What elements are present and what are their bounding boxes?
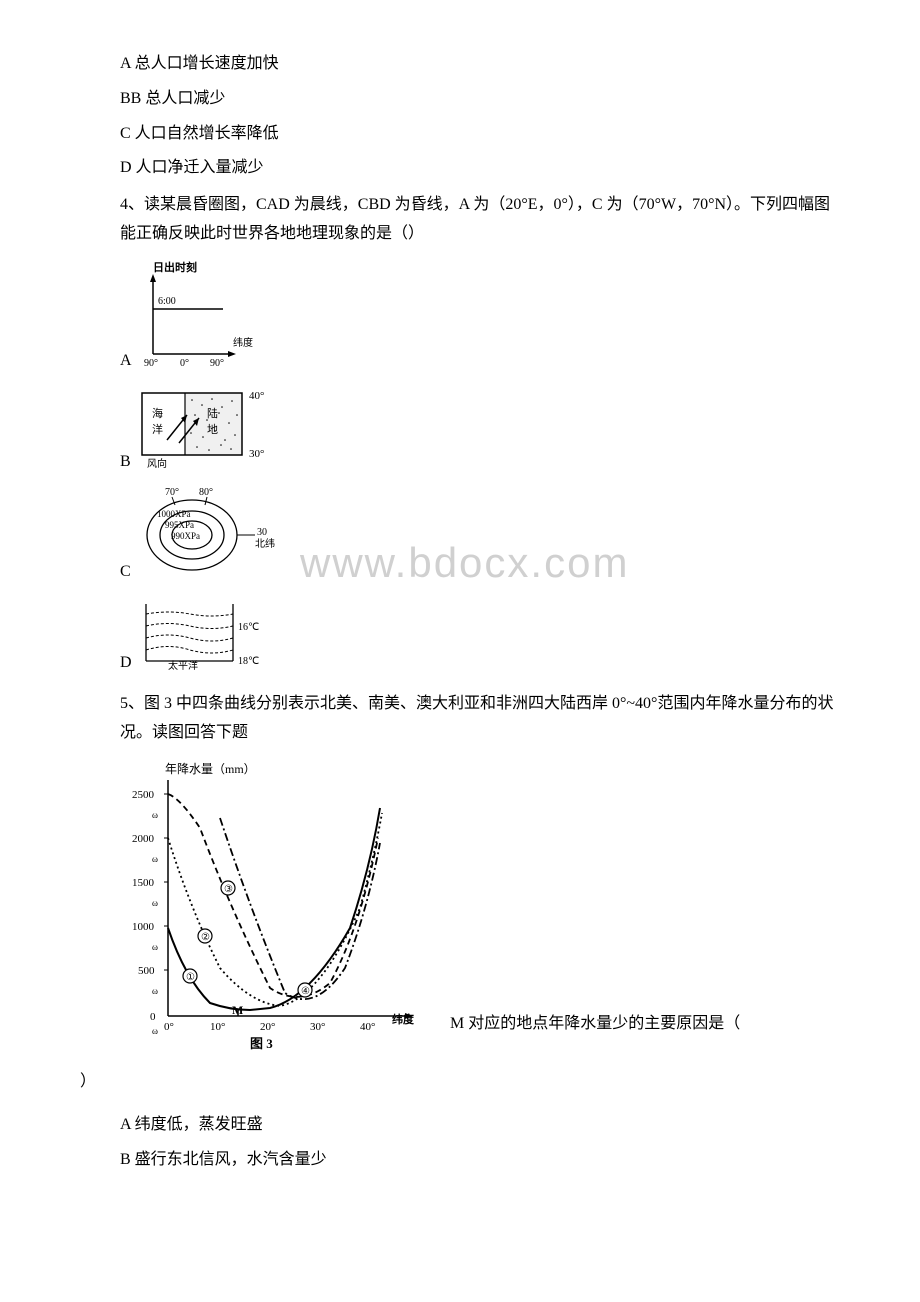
svg-text:北纬: 北纬 (255, 537, 275, 550)
svg-text:80°: 80° (199, 487, 213, 498)
svg-text:太平洋: 太平洋 (168, 659, 198, 671)
q3-option-b: BB 总人口减少 (120, 85, 840, 114)
svg-text:30: 30 (257, 527, 267, 538)
svg-text:40°: 40° (249, 390, 264, 402)
svg-text:500: 500 (138, 965, 155, 977)
q4-figure-b: 海 洋 陆 地 风向 40° 30° (137, 385, 282, 481)
svg-text:0°: 0° (164, 1021, 174, 1033)
q5-inline: M 对应的地点年降水量少的主要原因是（ (450, 1010, 740, 1069)
svg-text:风向: 风向 (147, 457, 167, 470)
q4-figure-a-row: A 日出时刻 6:00 纬度 90° 0° 90° (120, 259, 840, 380)
svg-text:30°: 30° (310, 1021, 325, 1033)
svg-text:纬度: 纬度 (392, 1012, 415, 1026)
svg-text:70°: 70° (165, 487, 179, 498)
svg-text:ω: ω (152, 898, 158, 908)
svg-text:40°: 40° (360, 1021, 375, 1033)
svg-text:②: ② (201, 932, 210, 943)
svg-text:90°: 90° (144, 358, 158, 369)
svg-text:1000XPa: 1000XPa (157, 509, 191, 519)
svg-text:20°: 20° (260, 1021, 275, 1033)
svg-text:ω: ω (152, 854, 158, 864)
svg-text:990XPa: 990XPa (171, 531, 200, 541)
q5-figure-row: 年降水量（mm） 2500 2000 1500 1000 500 0 ω ω ω… (120, 758, 840, 1069)
svg-text:海: 海 (152, 406, 163, 420)
q5-text: 5、图 3 中四条曲线分别表示北美、南美、澳大利亚和非洲四大陆西岸 0°~40°… (120, 690, 840, 748)
q4-label-b: B (120, 448, 131, 481)
svg-text:ω: ω (152, 986, 158, 996)
q4-figure-b-row: B 海 洋 陆 地 风向 40° 30° (120, 385, 840, 481)
svg-text:ω: ω (152, 810, 158, 820)
q3-option-c: C 人口自然增长率降低 (120, 120, 840, 149)
q4-figure-c: 70° 80° 1000XPa 995XPa 990XPa 30 北纬 (137, 485, 287, 591)
svg-text:0°: 0° (180, 358, 189, 369)
q4-label-a: A (120, 347, 132, 380)
svg-text:18℃: 18℃ (238, 656, 259, 667)
q4-label-c: C (120, 558, 131, 591)
svg-text:6:00: 6:00 (158, 296, 176, 307)
svg-text:1500: 1500 (132, 877, 155, 889)
svg-text:图 3: 图 3 (250, 1036, 273, 1051)
q3-option-a: A 总人口增长速度加快 (120, 50, 840, 79)
svg-text:日出时刻: 日出时刻 (153, 260, 197, 274)
q3-option-d: D 人口净迁入量减少 (120, 154, 840, 183)
svg-text:2500: 2500 (132, 789, 155, 801)
svg-text:④: ④ (301, 986, 310, 997)
svg-text:年降水量（mm）: 年降水量（mm） (165, 762, 256, 776)
svg-text:纬度: 纬度 (233, 336, 253, 349)
svg-text:10°: 10° (210, 1021, 225, 1033)
svg-text:1000: 1000 (132, 921, 155, 933)
svg-text:③: ③ (224, 884, 233, 895)
svg-text:0: 0 (150, 1011, 156, 1023)
svg-text:16℃: 16℃ (238, 622, 259, 633)
q4-text: 4、读某晨昏圈图，CAD 为晨线，CBD 为昏线，A 为（20°E，0°），C … (120, 191, 840, 249)
svg-text:30°: 30° (249, 448, 264, 460)
q5-close-paren: ） (80, 1068, 840, 1097)
svg-text:ω: ω (152, 942, 158, 952)
q5-option-a: A 纬度低，蒸发旺盛 (120, 1111, 840, 1140)
svg-text:陆: 陆 (207, 406, 218, 420)
q5-option-b: B 盛行东北信风，水汽含量少 (120, 1146, 840, 1175)
svg-text:地: 地 (207, 423, 218, 436)
svg-text:995XPa: 995XPa (165, 520, 194, 530)
q4-figure-a: 日出时刻 6:00 纬度 90° 0° 90° (138, 259, 268, 380)
svg-text:①: ① (186, 972, 195, 983)
svg-text:2000: 2000 (132, 833, 155, 845)
q4-figure-d-row: D 16℃ 18℃ 太平洋 (120, 596, 840, 682)
svg-text:洋: 洋 (152, 422, 163, 436)
svg-text:90°: 90° (210, 358, 224, 369)
q5-chart: 年降水量（mm） 2500 2000 1500 1000 500 0 ω ω ω… (120, 758, 440, 1069)
q4-figure-c-row: C 70° 80° 1000XPa 995XPa 990XPa 30 北纬 (120, 485, 840, 591)
q4-figure-d: 16℃ 18℃ 太平洋 (138, 596, 283, 682)
q4-label-d: D (120, 649, 132, 682)
svg-text:ω: ω (152, 1026, 158, 1036)
